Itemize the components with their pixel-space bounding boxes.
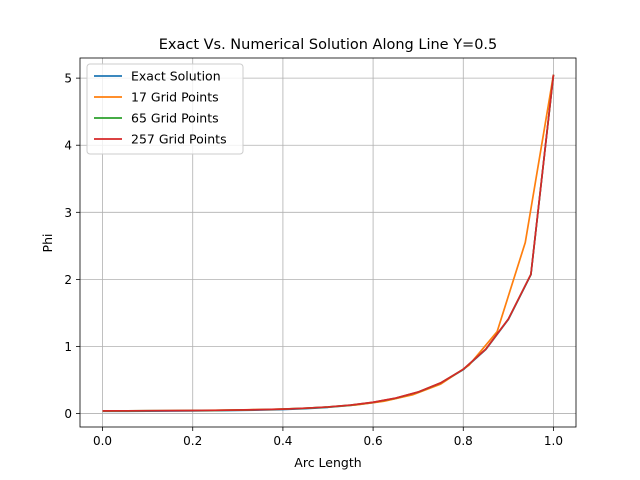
x-tick-label: 0.2 xyxy=(183,434,202,448)
series-lines xyxy=(102,74,555,413)
y-axis-label: Phi xyxy=(40,234,55,253)
y-tick-label: 1 xyxy=(64,340,72,354)
legend-label-exact-solution: Exact Solution xyxy=(131,69,221,84)
x-tick-label: 0.4 xyxy=(273,434,292,448)
y-tick-label: 5 xyxy=(64,72,72,86)
x-tick-label: 0.8 xyxy=(454,434,473,448)
legend: Exact Solution 17 Grid Points 65 Grid Poin… xyxy=(86,63,244,155)
x-axis-label: Arc Length xyxy=(294,455,361,470)
legend-label-65-grid-points: 65 Grid Points xyxy=(131,111,219,126)
x-tick-label: 0.6 xyxy=(364,434,383,448)
legend-frame xyxy=(86,63,244,155)
y-tick-label: 4 xyxy=(64,139,72,153)
x-tick-label: 1.0 xyxy=(544,434,563,448)
y-tick-label: 2 xyxy=(64,273,72,287)
x-axis-ticks: 0.0 0.2 0.4 0.6 0.8 1.0 xyxy=(93,427,563,448)
x-tick-label: 0.0 xyxy=(93,434,112,448)
series-line-257-grid-points xyxy=(102,74,555,412)
plot-frame xyxy=(79,57,577,428)
y-axis-ticks: 0 1 2 3 4 5 xyxy=(64,72,80,421)
y-tick-label: 0 xyxy=(64,407,72,421)
legend-label-257-grid-points: 257 Grid Points xyxy=(131,132,227,147)
grid-lines xyxy=(80,58,576,427)
legend-label-17-grid-points: 17 Grid Points xyxy=(131,90,219,105)
chart-title: Exact Vs. Numerical Solution Along Line … xyxy=(159,37,498,53)
y-tick-label: 3 xyxy=(64,206,72,220)
